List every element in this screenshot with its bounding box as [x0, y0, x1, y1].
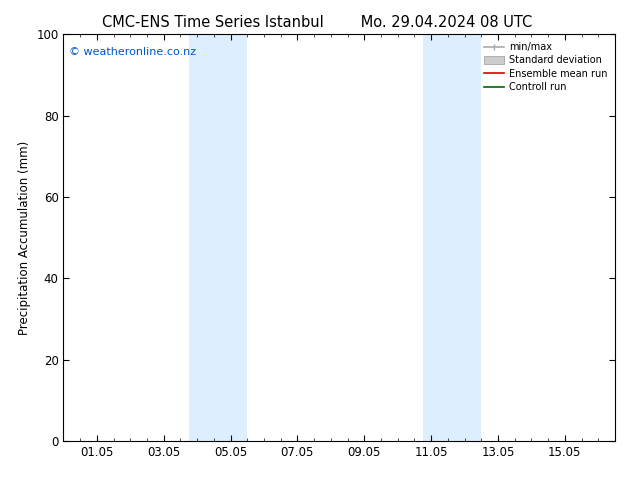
Legend: min/max, Standard deviation, Ensemble mean run, Controll run: min/max, Standard deviation, Ensemble me…	[481, 39, 610, 95]
Bar	[189, 34, 214, 441]
Y-axis label: Precipitation Accumulation (mm): Precipitation Accumulation (mm)	[18, 141, 30, 335]
Bar	[448, 34, 481, 441]
Bar	[214, 34, 247, 441]
Bar	[423, 34, 448, 441]
Text: CMC-ENS Time Series Istanbul        Mo. 29.04.2024 08 UTC: CMC-ENS Time Series Istanbul Mo. 29.04.2…	[102, 15, 532, 30]
Text: © weatheronline.co.nz: © weatheronline.co.nz	[69, 47, 196, 56]
